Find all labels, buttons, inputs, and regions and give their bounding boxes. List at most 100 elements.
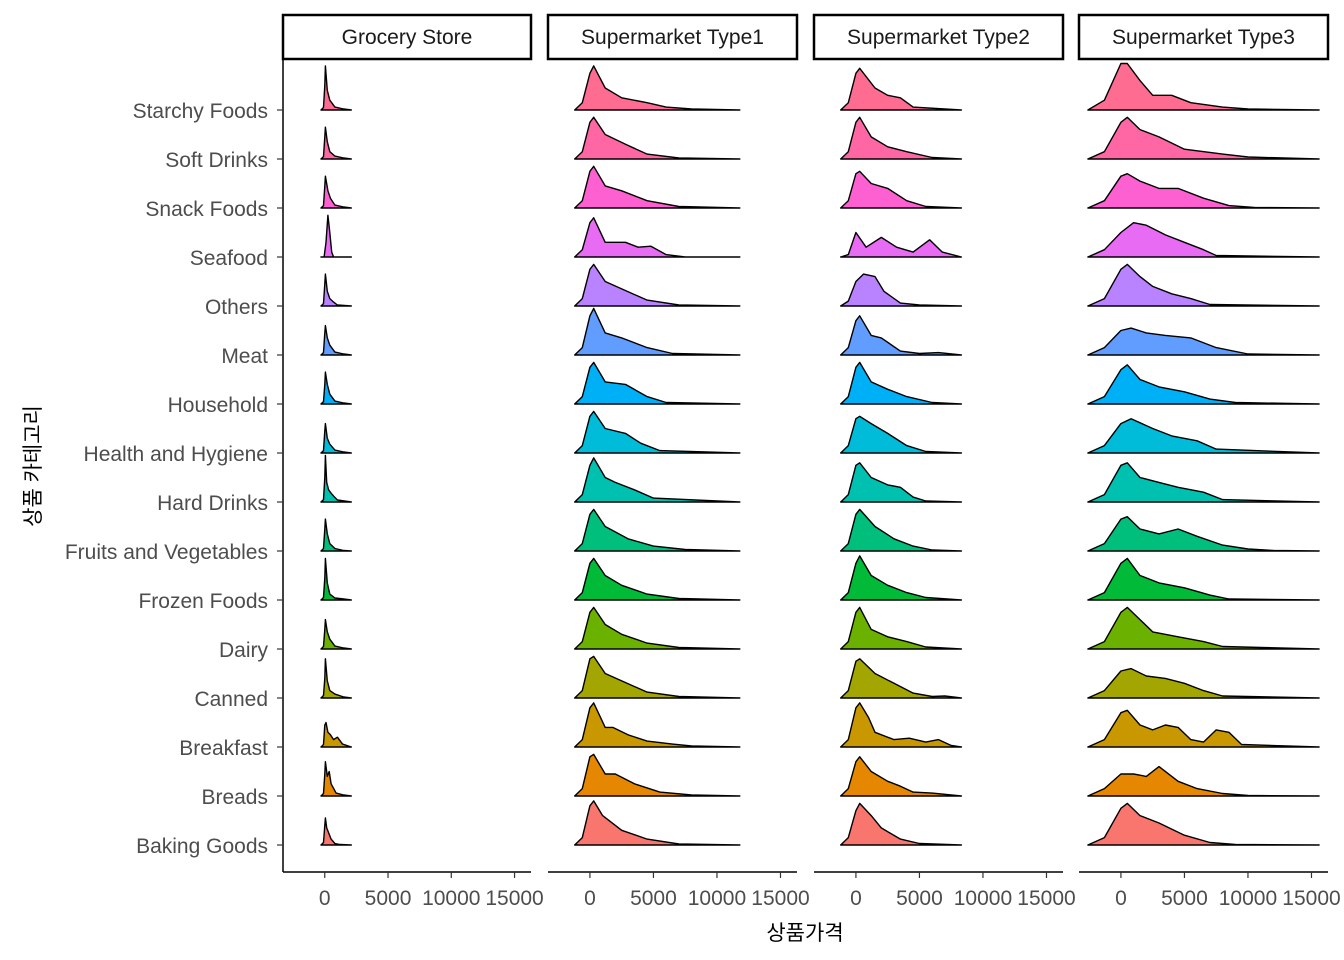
x-tick-label: 10000 xyxy=(954,887,1012,910)
density-ridge-canned xyxy=(839,658,963,699)
density-ridge-dairy xyxy=(573,606,741,650)
density-ridge-baking-goods xyxy=(573,800,741,846)
density-ridge-baking-goods xyxy=(839,802,963,846)
facet-panel: Supermarket Type1 0 5000 10000 15000 xyxy=(546,13,810,910)
density-ridge-soft-drinks xyxy=(320,126,353,160)
y-tick-label: Others xyxy=(205,296,268,319)
y-tick-label: Seafood xyxy=(190,247,268,270)
density-ridge-breads xyxy=(839,756,963,797)
density-ridge-fruits-and-vegetables xyxy=(320,518,353,552)
density-ridge-canned xyxy=(320,658,353,699)
y-tick-label: Frozen Foods xyxy=(138,590,268,613)
x-tick-label: 10000 xyxy=(688,887,746,910)
density-ridge-starchy-foods xyxy=(839,67,963,111)
density-ridge-breakfast xyxy=(573,702,741,748)
density-ridge-seafood xyxy=(839,231,963,258)
facet-panel: Grocery Store 0 5000 10000 15000 xyxy=(281,13,544,910)
density-ridge-hard-drinks xyxy=(573,457,741,503)
density-ridge-breads xyxy=(573,753,741,797)
density-ridge-seafood xyxy=(573,217,741,258)
density-ridge-frozen-foods xyxy=(839,555,963,601)
facet-strip-label: Supermarket Type2 xyxy=(847,26,1030,49)
x-tick-label: 5000 xyxy=(630,887,677,910)
density-ridge-meat xyxy=(839,315,963,356)
density-ridge-hard-drinks xyxy=(839,462,963,503)
y-tick-label: Starchy Foods xyxy=(133,100,268,123)
density-ridge-snack-foods xyxy=(1087,173,1320,209)
facet-strip-label: Supermarket Type3 xyxy=(1112,26,1295,49)
y-tick-label: Hard Drinks xyxy=(157,492,268,515)
facet-strip xyxy=(1077,13,1330,61)
x-tick-label: 0 xyxy=(584,887,596,910)
y-tick-label: Breads xyxy=(201,786,268,809)
density-ridge-snack-foods xyxy=(839,170,963,209)
facet-strip xyxy=(281,13,533,61)
density-ridge-health-and-hygiene xyxy=(1087,418,1320,454)
density-ridge-seafood xyxy=(320,214,353,258)
density-ridge-fruits-and-vegetables xyxy=(1087,516,1320,552)
density-ridge-others xyxy=(1087,263,1320,307)
density-ridge-breads xyxy=(1087,765,1320,797)
y-tick-label: Dairy xyxy=(219,639,269,662)
density-ridge-soft-drinks xyxy=(1087,116,1320,160)
density-ridge-breakfast xyxy=(839,702,963,748)
x-tick-label: 10000 xyxy=(1219,887,1277,910)
density-ridge-breads xyxy=(320,761,353,797)
density-ridge-household xyxy=(320,371,353,405)
x-tick-label: 15000 xyxy=(751,887,809,910)
x-tick-label: 15000 xyxy=(485,887,543,910)
density-ridge-starchy-foods xyxy=(573,65,741,111)
density-ridge-frozen-foods xyxy=(1087,557,1320,601)
density-ridge-others xyxy=(573,263,741,307)
y-tick-label: Meat xyxy=(221,345,268,368)
density-ridge-fruits-and-vegetables xyxy=(573,508,741,552)
density-ridge-hard-drinks xyxy=(320,454,353,503)
density-ridge-dairy xyxy=(1087,606,1320,650)
density-ridge-meat xyxy=(573,307,741,356)
density-ridge-starchy-foods xyxy=(320,65,353,111)
density-ridge-hard-drinks xyxy=(1087,462,1320,503)
density-ridge-starchy-foods xyxy=(1087,62,1320,111)
y-tick-label: Health and Hygiene xyxy=(84,443,268,466)
density-ridge-breakfast xyxy=(320,721,353,748)
y-tick-label: Soft Drinks xyxy=(165,149,268,172)
density-ridge-health-and-hygiene xyxy=(320,422,353,454)
x-tick-label: 15000 xyxy=(1017,887,1075,910)
facet-strip-label: Grocery Store xyxy=(342,26,473,49)
facet-strip xyxy=(812,13,1065,61)
x-tick-label: 5000 xyxy=(365,887,412,910)
facet-panel: Supermarket Type2 0 5000 10000 15000 xyxy=(812,13,1076,910)
density-ridge-fruits-and-vegetables xyxy=(839,508,963,552)
density-ridge-household xyxy=(839,361,963,405)
y-tick-label: Baking Goods xyxy=(136,835,268,858)
density-ridge-soft-drinks xyxy=(573,116,741,160)
y-tick-label: Canned xyxy=(194,688,268,711)
density-ridge-frozen-foods xyxy=(320,557,353,601)
x-tick-label: 0 xyxy=(1115,887,1127,910)
x-tick-label: 0 xyxy=(850,887,862,910)
density-ridge-seafood xyxy=(1087,222,1320,258)
x-tick-label: 0 xyxy=(319,887,331,910)
y-tick-label: Household xyxy=(168,394,268,417)
density-ridge-household xyxy=(573,361,741,405)
x-tick-label: 5000 xyxy=(1161,887,1208,910)
y-axis-tick-labels: Baking Goods Breads Breakfast Canned Dairy Fr… xyxy=(65,59,284,872)
density-ridge-dairy xyxy=(839,606,963,650)
density-ridge-health-and-hygiene xyxy=(573,410,741,454)
density-ridge-snack-foods xyxy=(320,175,353,209)
density-ridge-breakfast xyxy=(1087,709,1320,748)
facet-strip-label: Supermarket Type1 xyxy=(581,26,764,49)
density-ridge-frozen-foods xyxy=(573,557,741,601)
density-ridge-dairy xyxy=(320,618,353,650)
density-ridge-meat xyxy=(1087,327,1320,356)
y-axis-title: 상품 카테고리 xyxy=(22,405,45,527)
x-axis-title: 상품가격 xyxy=(766,922,843,945)
density-ridge-canned xyxy=(1087,667,1320,699)
facet-panel: Supermarket Type3 0 5000 10000 15000 xyxy=(1077,13,1341,910)
density-ridge-baking-goods xyxy=(1087,802,1320,846)
density-ridge-others xyxy=(839,273,963,307)
density-ridge-snack-foods xyxy=(573,165,741,209)
density-ridge-soft-drinks xyxy=(839,116,963,160)
